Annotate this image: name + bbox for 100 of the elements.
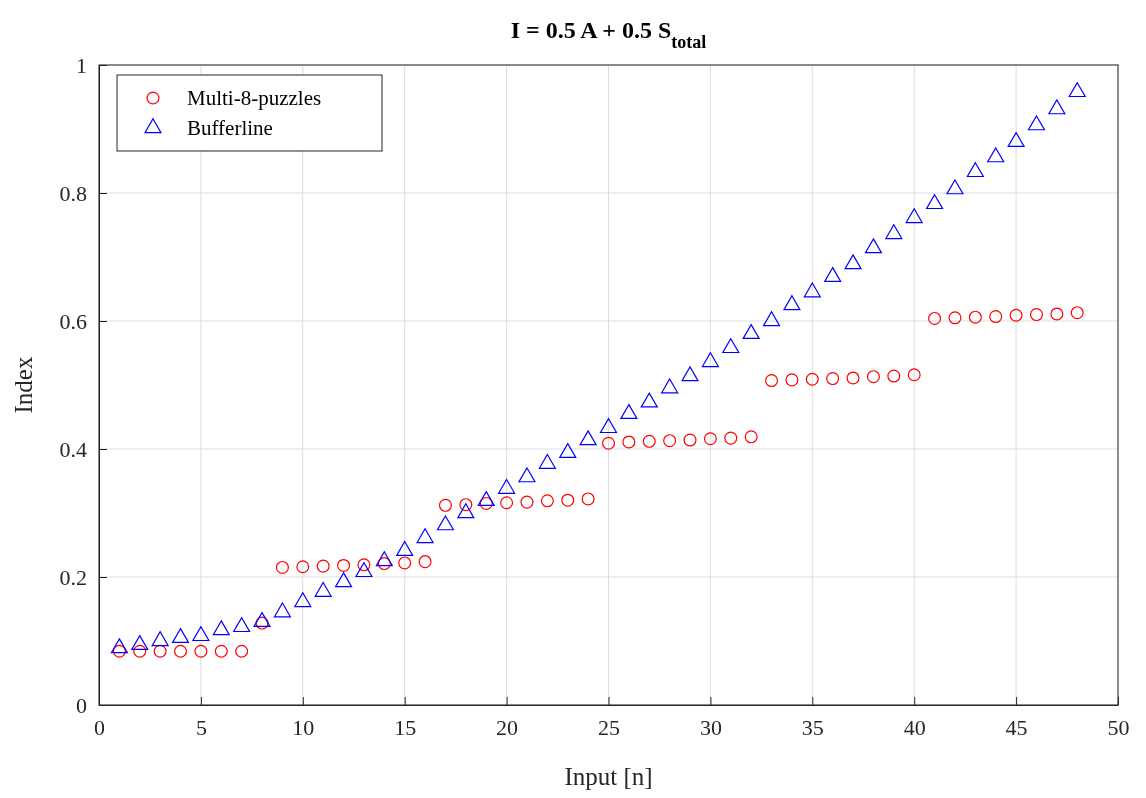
y-tick-label: 0.2: [59, 564, 87, 590]
point: [418, 555, 432, 569]
point: [826, 372, 840, 386]
y-tick-label: 1: [76, 52, 87, 78]
point: [987, 147, 1005, 163]
point: [1027, 115, 1046, 131]
point: [212, 620, 230, 636]
point: [989, 310, 1003, 324]
point: [866, 370, 880, 384]
point: [194, 644, 208, 658]
point: [844, 254, 862, 270]
point: [824, 267, 842, 283]
point: [171, 628, 190, 643]
point: [1050, 307, 1064, 321]
point: [294, 592, 312, 608]
point: [864, 238, 883, 254]
legend-label: Bufferline: [187, 116, 273, 140]
point: [683, 433, 697, 447]
point: [762, 311, 781, 327]
point: [500, 496, 514, 510]
point: [131, 635, 149, 651]
point: [805, 372, 819, 386]
point: [926, 194, 944, 210]
point: [110, 638, 128, 654]
point: [948, 311, 962, 325]
point: [438, 498, 452, 512]
point: [1070, 306, 1084, 320]
point: [255, 616, 269, 630]
point: [540, 494, 554, 508]
point: [153, 644, 167, 658]
point: [296, 560, 310, 574]
legend-label: Multi-8-puzzles: [187, 86, 322, 110]
point: [174, 644, 188, 658]
y-tick-label: 0.6: [59, 308, 87, 334]
point: [601, 436, 616, 450]
point: [581, 492, 595, 506]
point: [559, 443, 577, 459]
point: [579, 430, 597, 446]
point: [1068, 82, 1086, 98]
x-tick-label: 30: [699, 714, 722, 740]
x-tick-label: 20: [496, 714, 519, 740]
x-tick-label: 10: [292, 714, 315, 740]
point: [273, 602, 291, 618]
point: [663, 434, 677, 448]
point: [398, 556, 412, 570]
point: [375, 551, 393, 567]
point: [518, 467, 536, 483]
point: [907, 368, 921, 382]
point: [742, 324, 760, 339]
point: [622, 435, 636, 449]
point: [681, 366, 699, 382]
point: [334, 572, 353, 588]
point: [1007, 132, 1025, 147]
point: [275, 560, 289, 574]
point: [192, 626, 210, 642]
point: [396, 540, 414, 556]
point: [968, 310, 982, 324]
x-tick-label: 35: [801, 714, 824, 740]
point: [701, 352, 719, 368]
point: [640, 392, 658, 408]
point: [642, 434, 656, 448]
point: [846, 371, 860, 385]
point: [337, 558, 351, 572]
point: [457, 503, 475, 519]
point: [520, 495, 534, 509]
point: [316, 559, 330, 573]
point: [661, 378, 679, 394]
chart-title: I = 0.5 A + 0.5 S$_{total}$: [510, 17, 707, 52]
y-tick-label: 0.4: [59, 436, 87, 462]
x-tick-label: 45: [1005, 714, 1028, 740]
point: [620, 404, 638, 419]
point: [233, 617, 251, 633]
point: [477, 491, 495, 507]
point: [133, 644, 147, 658]
point: [436, 515, 455, 531]
point: [928, 311, 942, 325]
x-tick-label: 25: [598, 714, 620, 740]
point: [785, 373, 799, 387]
point: [1029, 308, 1043, 322]
point: [905, 208, 923, 224]
point: [722, 338, 740, 354]
x-tick-label: 40: [903, 714, 926, 740]
point: [599, 418, 618, 434]
x-tick-label: 15: [394, 714, 417, 740]
point: [355, 562, 373, 578]
point: [887, 369, 901, 383]
point: [1048, 99, 1066, 115]
point: [765, 374, 779, 388]
point: [561, 493, 575, 507]
point: [803, 282, 821, 298]
y-tick-label: 0: [76, 692, 87, 718]
y-axis-title: Index: [10, 356, 37, 414]
x-tick-label: 50: [1107, 714, 1130, 740]
point: [151, 631, 169, 647]
point: [724, 431, 738, 445]
point: [703, 432, 717, 446]
point: [314, 581, 332, 597]
point: [1009, 308, 1023, 322]
point: [966, 162, 984, 178]
point: [498, 478, 516, 494]
